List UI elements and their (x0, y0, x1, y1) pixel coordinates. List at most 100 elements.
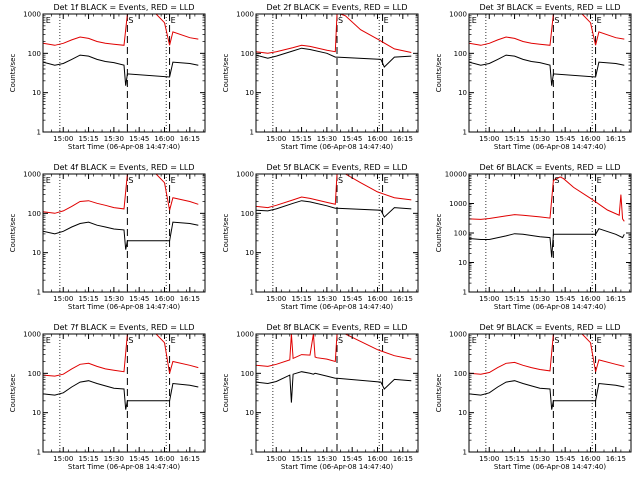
panel-det-5: Det 5f BLACK = Events, RED = LLD 1 10 100 10… (222, 163, 419, 311)
x-tick-label: 15:30 (104, 295, 124, 303)
x-tick-label: 16:00 (367, 455, 387, 463)
y-tick-label: 1000 (23, 171, 41, 179)
series-group (256, 334, 412, 452)
panel-det-2: Det 2f BLACK = Events, RED = LLD 1 10 100 10… (222, 3, 419, 151)
series-group (469, 14, 625, 132)
x-tick-label: 15:30 (530, 455, 550, 463)
series-line-lld (256, 334, 412, 367)
x-tick-label: 15:15 (291, 135, 311, 143)
series-group (43, 334, 199, 452)
panel-det-4: Det 4f BLACK = Events, RED = LLD 1 10 100 10… (9, 163, 206, 311)
y-tick-label: 10000 (445, 171, 467, 179)
panel-det-1: Det 1f BLACK = Events, RED = LLD 1 10 100 10… (9, 3, 206, 151)
series-line-events (469, 228, 625, 258)
x-tick-label: 15:30 (317, 295, 337, 303)
x-tick-label: 15:00 (53, 135, 73, 143)
series-line-events (469, 54, 625, 86)
series-line-lld (469, 176, 625, 222)
x-axis-label: Start Time (06-Apr-08 14:47:40) (68, 463, 180, 471)
region-marker-label: E (597, 336, 602, 345)
panel-title: Det 2f BLACK = Events, RED = LLD (266, 3, 407, 12)
region-marker-label: S (554, 176, 559, 185)
x-tick-label: 15:45 (555, 295, 575, 303)
x-tick-label: 15:00 (53, 295, 73, 303)
region-marker-label: S (338, 16, 343, 25)
x-tick-label: 15:45 (342, 135, 362, 143)
panel-title: Det 7f BLACK = Events, RED = LLD (53, 323, 194, 332)
x-tick-label: 16:00 (580, 135, 600, 143)
y-tick-label: 1 (463, 129, 467, 137)
plot-frame (468, 333, 632, 453)
panel-det-7: Det 7f BLACK = Events, RED = LLD 1 10 100 10… (9, 323, 206, 471)
y-tick-label: 1000 (236, 171, 254, 179)
x-tick-label: 15:45 (129, 295, 149, 303)
plot-frame (42, 173, 206, 293)
plot-frame (468, 173, 632, 293)
series-group (469, 334, 625, 452)
panel-title: Det 5f BLACK = Events, RED = LLD (266, 163, 407, 172)
series-line-lld (469, 14, 625, 46)
x-tick-label: 15:30 (104, 135, 124, 143)
x-tick-label: 15:15 (504, 135, 524, 143)
region-marker-label: S (338, 176, 343, 185)
x-tick-label: 16:15 (180, 135, 200, 143)
x-tick-label: 15:15 (78, 135, 98, 143)
region-marker-label: E (597, 176, 602, 185)
region-marker-label: E (171, 16, 176, 25)
x-axis-label: Start Time (06-Apr-08 14:47:40) (281, 303, 393, 311)
x-tick-label: 16:15 (606, 455, 626, 463)
region-marker-label: S (128, 336, 133, 345)
x-tick-label: 15:15 (291, 295, 311, 303)
y-tick-label: 100 (28, 370, 41, 378)
y-axis-label: Counts/sec (222, 374, 230, 413)
x-tick-label: 15:00 (266, 295, 286, 303)
y-axis-label: Counts/sec (222, 54, 230, 93)
plot-frame (255, 173, 419, 293)
x-tick-label: 16:00 (367, 135, 387, 143)
series-group (256, 174, 412, 292)
x-tick-label: 15:45 (555, 135, 575, 143)
y-tick-label: 10 (32, 409, 41, 417)
panel-title: Det 8f BLACK = Events, RED = LLD (266, 323, 407, 332)
y-tick-label: 1 (250, 449, 254, 457)
region-marker-label: E (384, 336, 389, 345)
y-tick-label: 100 (241, 370, 254, 378)
series-line-events (256, 200, 412, 218)
series-group (256, 14, 412, 132)
plot-frame (42, 333, 206, 453)
series-line-lld (43, 14, 199, 46)
series-group (43, 174, 199, 292)
x-tick-label: 16:15 (393, 455, 413, 463)
region-marker-label: S (128, 16, 133, 25)
x-tick-label: 15:00 (53, 455, 73, 463)
panel-det-3: Det 3f BLACK = Events, RED = LLD 1 10 100 10… (435, 3, 632, 151)
x-axis-label: Start Time (06-Apr-08 14:47:40) (494, 463, 606, 471)
y-tick-label: 1 (37, 289, 41, 297)
y-axis-label: Counts/sec (9, 374, 17, 413)
x-tick-label: 15:30 (317, 455, 337, 463)
region-marker-label: E (171, 336, 176, 345)
y-tick-label: 1 (463, 449, 467, 457)
x-tick-label: 15:15 (78, 295, 98, 303)
x-axis-label: Start Time (06-Apr-08 14:47:40) (494, 303, 606, 311)
panel-title: Det 1f BLACK = Events, RED = LLD (53, 3, 194, 12)
x-tick-label: 15:15 (504, 295, 524, 303)
y-axis-label: Counts/sec (9, 54, 17, 93)
y-tick-label: 100 (454, 50, 467, 58)
region-marker-label: E (384, 176, 389, 185)
series-line-events (256, 371, 412, 403)
x-tick-label: 16:15 (393, 135, 413, 143)
series-line-events (469, 380, 625, 410)
series-line-lld (469, 334, 625, 375)
y-tick-label: 1 (37, 129, 41, 137)
x-tick-label: 15:45 (342, 455, 362, 463)
y-tick-label: 100 (28, 210, 41, 218)
region-marker-label: E (472, 16, 477, 25)
plot-frame (255, 13, 419, 133)
y-tick-label: 1 (463, 289, 467, 297)
series-line-events (43, 380, 199, 410)
panel-title: Det 9f BLACK = Events, RED = LLD (479, 323, 620, 332)
panel-title: Det 3f BLACK = Events, RED = LLD (479, 3, 620, 12)
y-tick-label: 1 (250, 289, 254, 297)
y-tick-label: 1000 (449, 200, 467, 208)
